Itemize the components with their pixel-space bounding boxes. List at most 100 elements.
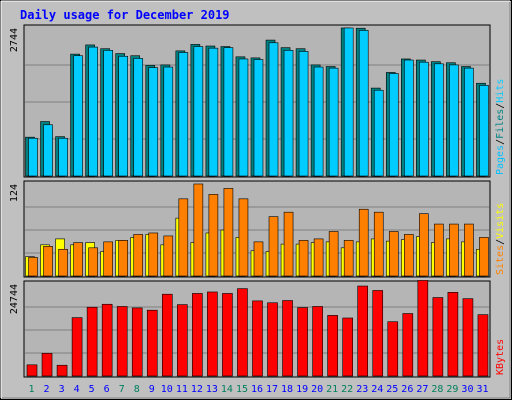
legend-entry: Hits [495, 79, 506, 103]
x-tick-label: 4 [74, 384, 80, 395]
hits-bar [43, 124, 53, 177]
hits-bar [118, 55, 128, 177]
hits-bar [178, 52, 189, 177]
hits-bar [388, 73, 399, 177]
sites-bar [103, 241, 113, 277]
sites-bar [449, 223, 459, 277]
sites-bar [193, 183, 204, 277]
kbytes-bar [86, 306, 98, 377]
kbytes-bar [41, 353, 53, 377]
hits-bar [343, 27, 354, 177]
sites-bar [268, 216, 279, 277]
sites-bar [358, 208, 369, 277]
sites-bar [253, 241, 264, 277]
kbytes-bar [131, 307, 143, 377]
kbytes-bar [357, 285, 369, 377]
kbytes-bar [342, 317, 353, 377]
hits-bar [193, 46, 204, 177]
hits-bar [434, 63, 444, 177]
kbytes-bar [447, 292, 459, 377]
kbytes-bar [207, 291, 218, 377]
sites-bar [404, 234, 414, 277]
x-tick-label: 12 [191, 384, 203, 395]
hits-bar [268, 42, 279, 177]
x-tick-label: 3 [59, 384, 65, 395]
kbytes-bar [101, 303, 113, 377]
hits-bar [358, 30, 369, 177]
hits-bar [464, 67, 474, 177]
sites-bar [163, 235, 174, 277]
sites-bar [298, 240, 309, 277]
x-tick-label: 26 [401, 384, 413, 395]
hits-bar [253, 59, 264, 177]
legend-entry: Sites [495, 245, 506, 275]
x-tick-label: 24 [371, 384, 383, 395]
kbytes-bar [462, 298, 474, 377]
sites-bar [434, 223, 444, 277]
legend-entry: Visits [495, 203, 506, 239]
x-tick-label: 31 [476, 384, 488, 395]
kbytes-panel: 24744 KBytes [9, 280, 506, 378]
kbytes-bar [177, 304, 188, 377]
x-tick-label: 7 [119, 384, 125, 395]
legend-entry: KBytes [495, 339, 506, 375]
legend: Pages/Files/Hits [495, 79, 506, 175]
hits-bar [449, 64, 459, 177]
kbytes-bar [56, 364, 68, 377]
legend: Sites/Visits [495, 203, 506, 275]
x-tick-label: 11 [176, 384, 188, 395]
sites-bar [148, 232, 159, 277]
sites-bar [133, 234, 144, 277]
x-tick-label: 9 [149, 384, 155, 395]
x-tick-label: 29 [446, 384, 458, 395]
kbytes-bar [146, 309, 158, 377]
legend-entry: Files [495, 109, 506, 139]
hits-bar [88, 46, 98, 177]
x-tick-label: 27 [416, 384, 428, 395]
sites-bar [208, 194, 219, 277]
x-tick-label: 19 [296, 384, 308, 395]
x-tick-label: 1 [29, 384, 35, 395]
x-tick-label: 17 [266, 384, 278, 395]
hits-bar [283, 50, 294, 177]
kbytes-bar [267, 302, 278, 377]
sites-bar [283, 211, 294, 277]
x-tick-label: 21 [326, 384, 338, 395]
hits-bar [208, 47, 219, 177]
x-tick-label: 20 [311, 384, 323, 395]
kbytes-bar [252, 300, 263, 377]
hits-bar [298, 51, 309, 177]
sites-bar [43, 246, 53, 277]
sites-bar [388, 231, 399, 277]
kbytes-bar [161, 293, 173, 377]
y-axis-max-label: 124 [9, 184, 20, 202]
x-tick-label: 28 [431, 384, 443, 395]
kbytes-bar [387, 321, 399, 377]
sites-bar [464, 223, 474, 277]
hits-bar [103, 50, 113, 177]
visits-panel: 124 Sites/Visits [9, 180, 506, 278]
sites-bar [313, 238, 324, 277]
x-tick-label: 15 [236, 384, 248, 395]
kbytes-bar [297, 307, 308, 377]
x-tick-label: 22 [341, 384, 353, 395]
legend: KBytes [495, 339, 506, 375]
sites-bar [58, 248, 68, 277]
hits-bar [223, 47, 234, 177]
x-tick-label: 18 [281, 384, 293, 395]
kbytes-bar [192, 293, 203, 377]
sites-bar [419, 213, 429, 277]
hits-bar [373, 89, 384, 177]
x-tick-label: 23 [356, 384, 368, 395]
legend-entry: Pages [495, 145, 506, 175]
kbytes-bar [312, 306, 323, 377]
y-axis-max-label: 2744 [9, 28, 20, 52]
x-tick-label: 6 [104, 384, 110, 395]
hits-bar [148, 67, 159, 177]
x-tick-label: 16 [251, 384, 263, 395]
day-axis-labels: 1 2 3 4 5 6 7 8 9 10 11 12 13 14 15 16 17 18 19 20 21 22 23 24 2… [29, 384, 489, 395]
sites-bar [223, 188, 234, 277]
hits-bar [313, 66, 324, 177]
kbytes-bar [26, 364, 38, 377]
